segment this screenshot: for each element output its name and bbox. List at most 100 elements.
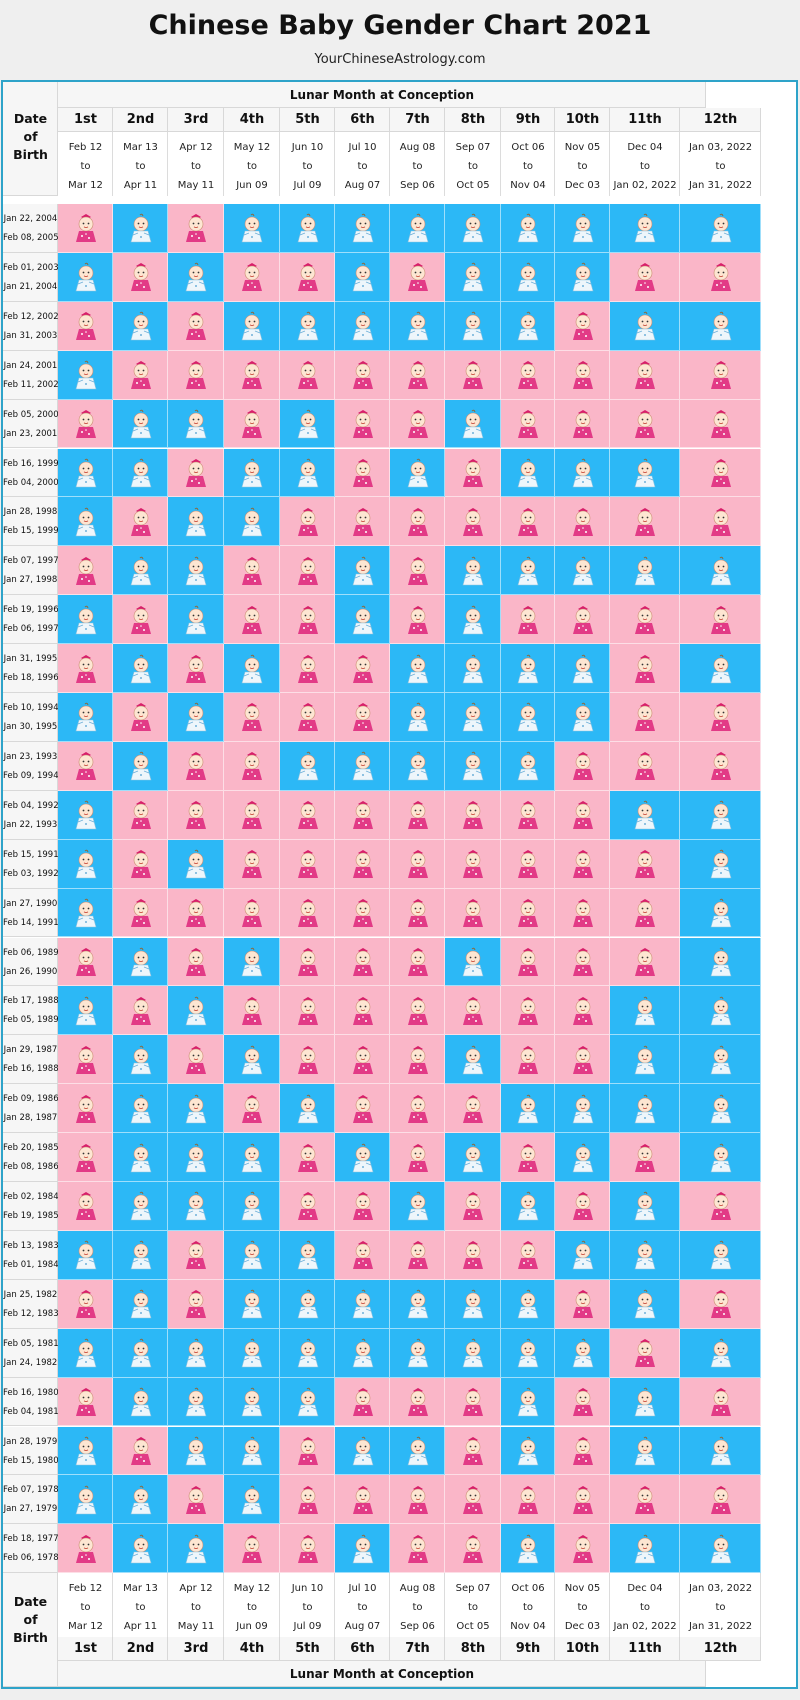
boy-cell [390, 741, 445, 791]
baby-boy-icon [707, 1534, 735, 1564]
baby-girl-icon [569, 1289, 597, 1319]
baby-girl-icon [631, 507, 659, 537]
baby-boy-icon [404, 1191, 432, 1221]
baby-girl-icon [707, 409, 735, 439]
boy-cell [501, 693, 555, 742]
girl-cell [113, 693, 168, 742]
baby-boy-icon [707, 213, 735, 243]
girl-cell [280, 1182, 335, 1231]
girl-cell [680, 1377, 761, 1427]
dob-cell [3, 839, 58, 889]
month-label: 9th [515, 1641, 541, 1657]
dob-from: Jan 27, 1990 [3, 898, 58, 909]
month-header-cell [335, 108, 390, 132]
baby-girl-icon [404, 556, 432, 586]
boy-cell [501, 301, 555, 351]
baby-boy-icon [569, 1094, 597, 1124]
baby-girl-icon [707, 1387, 735, 1417]
month-range-text: to [246, 161, 258, 172]
baby-boy-icon [404, 1436, 432, 1466]
month-range-text: Feb 12 [68, 1583, 103, 1595]
lunar-header-label: Lunar Month at Conception [289, 1667, 475, 1682]
boy-cell [445, 595, 501, 645]
girl-cell [58, 741, 113, 791]
baby-boy-icon [631, 1045, 659, 1075]
baby-girl-icon [459, 1387, 487, 1417]
month-range-text: to [577, 161, 588, 172]
baby-girl-icon [238, 556, 266, 586]
month-header-cell [501, 108, 555, 132]
baby-girl-icon [569, 1045, 597, 1075]
boy-cell [555, 1328, 610, 1378]
girl-cell [610, 1328, 680, 1378]
girl-cell [335, 790, 390, 840]
boy-cell [680, 937, 761, 987]
boy-cell [390, 448, 445, 498]
boy-cell [610, 1377, 680, 1427]
baby-girl-icon [238, 360, 266, 390]
baby-boy-icon [404, 1338, 432, 1368]
boy-cell [680, 986, 761, 1036]
baby-boy-icon [514, 654, 542, 684]
month-label: 7th [405, 1641, 430, 1657]
baby-boy-icon [238, 213, 266, 243]
dob-header-label: of [23, 1612, 38, 1628]
month-range-text: Sep 06 [400, 1621, 435, 1633]
month-header-cell [280, 108, 335, 132]
baby-girl-icon [182, 311, 210, 341]
baby-girl-icon [514, 800, 542, 830]
girl-cell [58, 399, 113, 449]
month-range-text: Apr 11 [123, 1621, 158, 1633]
girl-cell [555, 1524, 610, 1574]
dob-cell [3, 1377, 58, 1427]
boy-cell [168, 1328, 224, 1378]
month-label: 4th [239, 1641, 265, 1657]
baby-girl-icon [294, 849, 322, 879]
girl-cell [610, 1475, 680, 1525]
girl-cell [680, 1475, 761, 1525]
baby-girl-icon [72, 409, 100, 439]
month-range-text: Jul 09 [293, 1621, 322, 1633]
boy-cell [224, 1035, 280, 1085]
baby-girl-icon [459, 1240, 487, 1270]
boy-cell [224, 1133, 280, 1182]
baby-girl-icon [182, 213, 210, 243]
baby-girl-icon [707, 458, 735, 488]
month-range-text: Apr 12 [179, 1583, 213, 1595]
baby-girl-icon [514, 1485, 542, 1515]
month-range-text: Mar 12 [68, 180, 103, 191]
dob-from: Jan 28, 1998 [3, 507, 58, 518]
baby-girl-icon [72, 1534, 100, 1564]
boy-cell [335, 252, 390, 302]
boy-cell [610, 1182, 680, 1231]
girl-cell [280, 497, 335, 547]
month-range-text: Oct 05 [456, 180, 490, 191]
baby-boy-icon [459, 654, 487, 684]
baby-girl-icon [404, 409, 432, 439]
girl-cell [58, 937, 113, 987]
boy-cell [501, 1279, 555, 1329]
boy-cell [224, 204, 280, 253]
baby-boy-icon [459, 1289, 487, 1319]
girl-cell [555, 790, 610, 840]
baby-boy-icon [569, 262, 597, 292]
girl-cell [555, 350, 610, 400]
baby-girl-icon [631, 605, 659, 635]
baby-boy-icon [127, 311, 155, 341]
boy-cell [58, 888, 113, 938]
boy-cell [58, 595, 113, 645]
boy-cell [501, 1377, 555, 1427]
baby-girl-icon [459, 360, 487, 390]
month-label: 10th [565, 1641, 600, 1657]
girl-cell [390, 546, 445, 596]
month-range-cell [113, 1573, 168, 1638]
boy-cell [390, 301, 445, 351]
girl-cell [58, 1279, 113, 1329]
baby-girl-icon [569, 360, 597, 390]
baby-boy-icon [127, 409, 155, 439]
baby-girl-icon [404, 1534, 432, 1564]
dob-cell [3, 546, 58, 596]
baby-boy-icon [631, 556, 659, 586]
boy-cell [610, 986, 680, 1036]
boy-cell [58, 252, 113, 302]
